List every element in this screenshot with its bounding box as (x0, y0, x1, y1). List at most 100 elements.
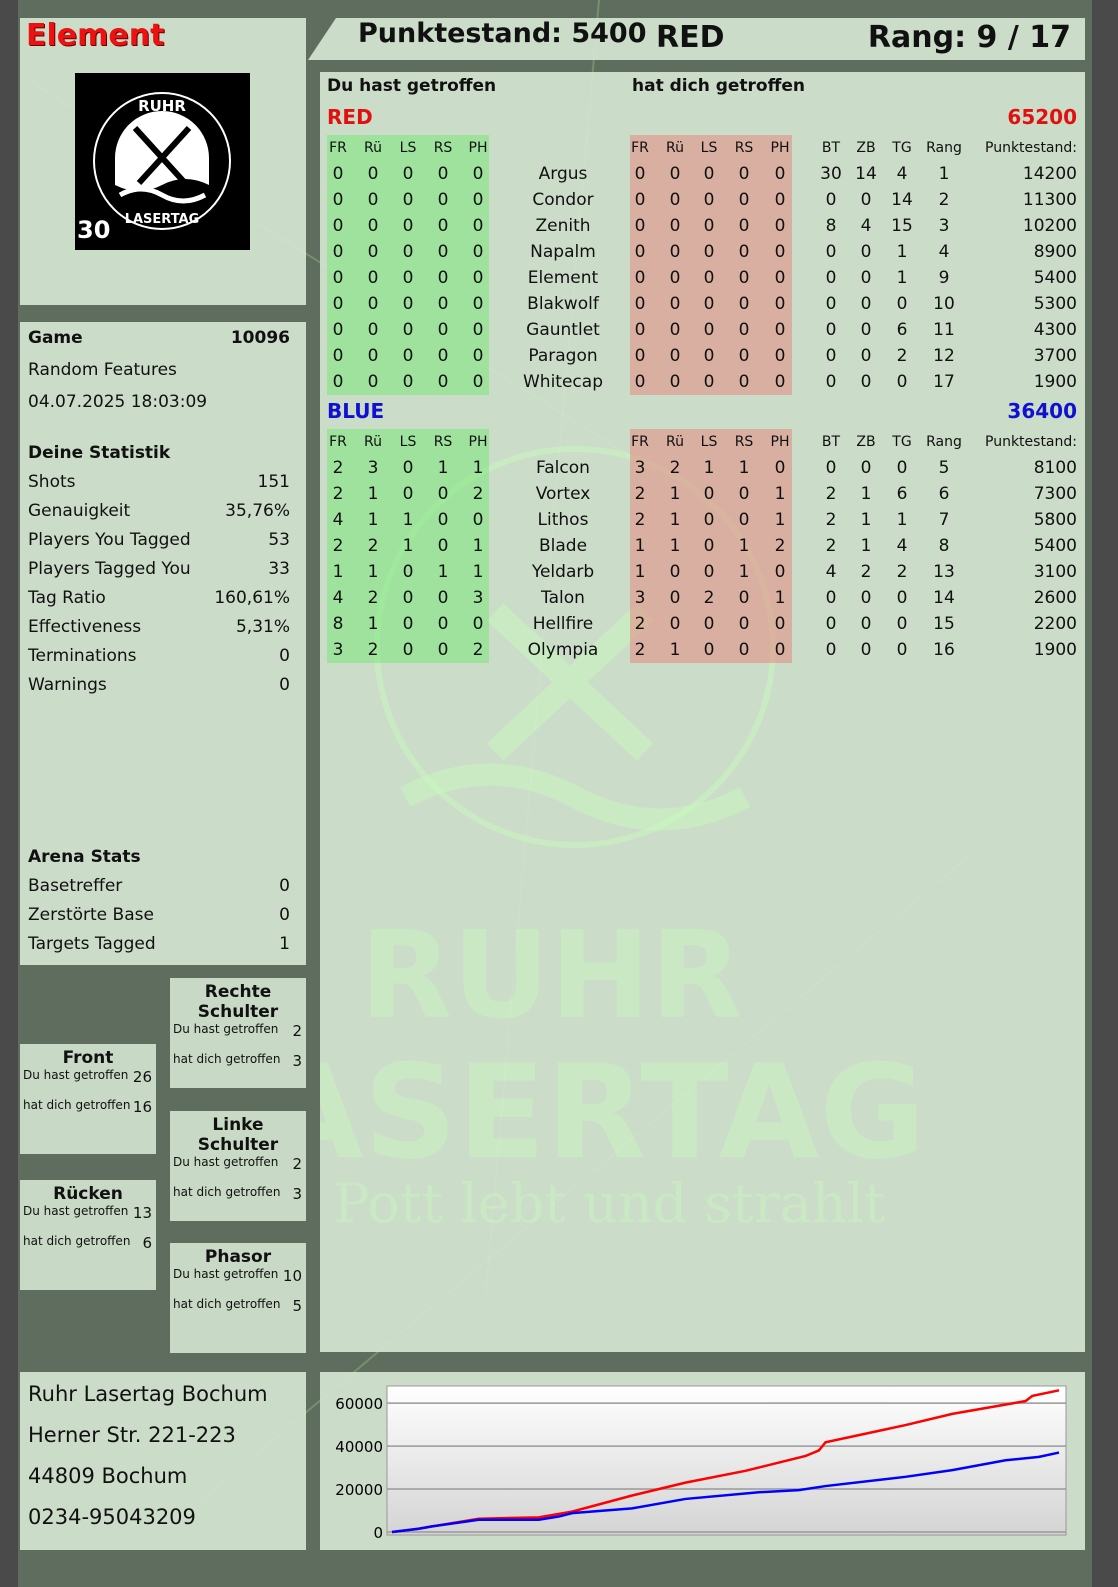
watermark-hammer-icon (374, 446, 776, 848)
points-cell: 1900 (1033, 372, 1077, 392)
player-row[interactable]: 4 3 2 0 0 2 0 0 3 1 Talon 0 0 0 14 2600 (320, 585, 1085, 611)
rank-label: Rang: 9 / 17 (867, 20, 1071, 55)
you-hit-cell: 0 (402, 484, 414, 504)
stat-value: 0 (279, 675, 290, 695)
hit-you-cell: 0 (738, 588, 750, 608)
you-hit-cell: 2 (472, 640, 484, 660)
watermark-logo (345, 422, 795, 872)
player-row[interactable]: 0 0 0 0 0 0 0 0 0 0 Napalm 0 0 1 4 8900 (320, 239, 1085, 265)
you-hit-cell: 0 (402, 372, 414, 392)
label: hat dich getroffen (23, 1098, 131, 1112)
hit-zone-you-hit-row: Du hast getroffen 2 (170, 1022, 306, 1040)
bt-cell: 0 (825, 614, 837, 634)
address-line: Ruhr Lasertag Bochum (28, 1382, 268, 1406)
tg-cell: 15 (891, 216, 913, 236)
label: Du hast getroffen (23, 1204, 129, 1218)
stat-label: Players You Tagged (28, 530, 191, 550)
you-hit-cell: 0 (437, 346, 449, 366)
hit-zone-back: Rücken Du hast getroffen 13 hat dich getrof… (20, 1180, 156, 1290)
hit-you-cell: 2 (634, 484, 646, 504)
hit-you-cell: 0 (738, 372, 750, 392)
you-hit-heading: Du hast getroffen (327, 76, 497, 96)
you-hit-cell: 1 (332, 562, 344, 582)
player-row[interactable]: 0 0 0 0 0 0 0 0 0 0 Whitecap 0 0 0 17 1900 (320, 369, 1085, 395)
you-hit-cell: 0 (367, 190, 379, 210)
team-label: RED (656, 20, 725, 55)
player-row[interactable]: 0 0 0 0 0 0 0 0 0 0 Condor 0 0 14 2 11300 (320, 187, 1085, 213)
player-row[interactable]: 0 0 0 0 0 0 0 0 0 0 Gauntlet 0 0 6 11 4300 (320, 317, 1085, 343)
player-name-cell: Paragon (528, 346, 598, 366)
player-row[interactable]: 3 2 2 1 0 0 0 0 2 0 Olympia 0 0 0 16 1900 (320, 637, 1085, 663)
plot-area (386, 1385, 1067, 1536)
hit-you-cell: 0 (738, 320, 750, 340)
zb-cell: 1 (860, 536, 872, 556)
column-header: FR (329, 434, 347, 450)
you-hit-cell: 4 (332, 510, 344, 530)
player-row[interactable]: 1 1 1 0 0 0 1 1 1 0 Yeldarb 4 2 2 13 3100 (320, 559, 1085, 585)
bt-cell: 0 (825, 268, 837, 288)
team-name: BLUE (327, 399, 385, 423)
bt-cell: 2 (825, 510, 837, 530)
you-hit-cell: 1 (367, 562, 379, 582)
player-row[interactable]: 8 2 1 0 0 0 0 0 0 0 Hellfire 0 0 0 15 2200 (320, 611, 1085, 637)
tg-cell: 1 (896, 268, 908, 288)
column-header: FR (329, 140, 347, 156)
you-hit-cell: 3 (367, 458, 379, 478)
player-row[interactable]: 2 2 1 1 0 0 0 0 2 1 Vortex 2 1 6 6 7300 (320, 481, 1085, 507)
hit-you-cell: 0 (703, 372, 715, 392)
player-row[interactable]: 0 0 0 0 0 0 0 0 0 0 Argus 30 14 4 1 14200 (320, 161, 1085, 187)
stat-label: Warnings (28, 675, 107, 695)
player-row[interactable]: 0 0 0 0 0 0 0 0 0 0 Element 0 0 1 9 5400 (320, 265, 1085, 291)
hit-you-cell: 0 (634, 216, 646, 236)
tg-cell: 0 (896, 294, 908, 314)
you-hit-cell: 0 (367, 268, 379, 288)
you-hit-cell: 2 (367, 588, 379, 608)
rank-cell: 7 (938, 510, 950, 530)
player-row[interactable]: 2 3 3 2 0 1 1 1 1 0 Falcon 0 0 0 5 8100 (320, 455, 1085, 481)
hit-you-cell: 1 (738, 536, 750, 556)
you-hit-cell: 0 (332, 346, 344, 366)
arena-value: 0 (279, 905, 290, 925)
hit-you-cell: 0 (774, 242, 786, 262)
player-row[interactable]: 4 2 1 1 1 0 0 0 0 1 Lithos 2 1 1 7 5800 (320, 507, 1085, 533)
you-hit-cell: 0 (437, 294, 449, 314)
you-hit-cell: 0 (402, 640, 414, 660)
hit-you-cell: 1 (774, 588, 786, 608)
value: 3 (292, 1185, 302, 1203)
player-row[interactable]: 0 0 0 0 0 0 0 0 0 0 Paragon 0 0 2 12 3700 (320, 343, 1085, 369)
player-row[interactable]: 2 1 2 1 1 0 0 1 1 2 Blade 2 1 4 8 5400 (320, 533, 1085, 559)
points-cell: 5400 (1033, 536, 1077, 556)
hit-you-cell: 0 (669, 190, 681, 210)
zb-cell: 0 (860, 294, 872, 314)
points-cell: 8900 (1033, 242, 1077, 262)
stat-value: 33 (268, 559, 290, 579)
label: Du hast getroffen (173, 1267, 279, 1281)
label: Du hast getroffen (173, 1022, 279, 1036)
column-header: Rang (926, 140, 962, 156)
you-hit-cell: 0 (332, 294, 344, 314)
you-hit-cell: 2 (332, 458, 344, 478)
hit-you-cell: 0 (669, 372, 681, 392)
zb-cell: 14 (855, 164, 877, 184)
value: 16 (132, 1098, 152, 1116)
hit-you-cell: 0 (738, 294, 750, 314)
stat-row: Players Tagged You 33 (28, 559, 290, 579)
you-hit-cell: 0 (437, 164, 449, 184)
player-row[interactable]: 0 0 0 0 0 0 0 0 0 0 Zenith 8 4 15 3 10200 (320, 213, 1085, 239)
zb-cell: 4 (860, 216, 872, 236)
player-row[interactable]: 0 0 0 0 0 0 0 0 0 0 Blakwolf 0 0 0 10 5300 (320, 291, 1085, 317)
bt-cell: 0 (825, 372, 837, 392)
hit-zone-title: Rücken (53, 1184, 123, 1204)
tg-cell: 14 (891, 190, 913, 210)
arena-label: Basetreffer (28, 876, 123, 896)
hit-you-cell: 0 (703, 268, 715, 288)
zb-cell: 0 (860, 614, 872, 634)
hit-you-cell: 0 (703, 190, 715, 210)
points-cell: 5400 (1033, 268, 1077, 288)
value: 13 (132, 1204, 152, 1222)
rank-cell: 6 (938, 484, 950, 504)
hit-you-cell: 0 (774, 372, 786, 392)
hit-you-cell: 2 (634, 640, 646, 660)
tg-cell: 0 (896, 372, 908, 392)
column-header: RS (433, 434, 453, 450)
